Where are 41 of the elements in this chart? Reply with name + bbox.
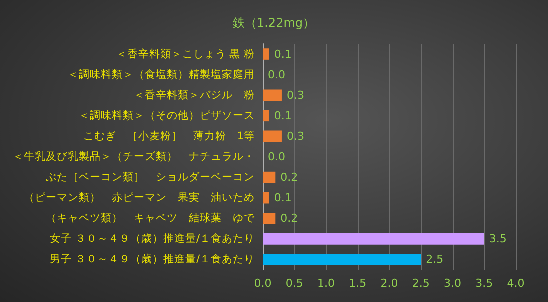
chart-title: 鉄（1.22mg）: [232, 16, 316, 30]
x-tick-label: 2.5: [412, 277, 430, 290]
bar: [263, 254, 422, 266]
x-tick-label: 4.0: [507, 277, 525, 290]
y-tick-label: こむぎ ［小麦粉］ 薄力粉 1等: [83, 129, 255, 142]
y-tick-label: ＜調味料類＞（食塩類）精製塩家庭用: [68, 68, 255, 81]
bar: [263, 192, 270, 204]
data-label: 0.2: [280, 212, 298, 226]
data-label: 0.1: [274, 192, 292, 205]
data-label: 0.3: [286, 88, 304, 102]
x-tick-label: 2.0: [380, 277, 398, 290]
x-tick-label: 1.0: [318, 277, 335, 290]
bar: [263, 90, 282, 102]
data-label: 0.0: [268, 150, 286, 164]
x-tick-label: 0.5: [286, 277, 304, 290]
data-label: 2.5: [426, 253, 444, 266]
y-tick-label: ＜牛乳及び乳製品＞（チーズ類） ナチュラル・: [13, 150, 255, 163]
y-tick-label: ＜香辛料類＞バジル 粉: [134, 88, 255, 102]
x-tick-label: 3.5: [476, 277, 494, 290]
y-tick-label: ＜調味料類＞（その他）ピザソース: [79, 108, 255, 122]
data-label: 0.3: [286, 130, 304, 143]
data-label: 0.2: [280, 171, 298, 184]
bar: [263, 234, 484, 245]
y-tick-label: （ピーマン類） 赤ピーマン 果実 油いため: [24, 191, 255, 204]
data-label: 0.1: [274, 48, 292, 61]
x-tick-label: 0.0: [254, 277, 272, 290]
data-label: 0.1: [274, 109, 292, 122]
bar: [263, 172, 276, 184]
bar: [263, 130, 282, 142]
bar: [263, 212, 276, 224]
data-label: 0.0: [268, 68, 286, 82]
x-tick-label: 3.0: [444, 277, 462, 290]
x-tick-label: 1.5: [349, 277, 367, 290]
y-tick-label: ＜香辛料類＞こしょう 黒 粉: [116, 47, 255, 60]
data-label: 3.5: [489, 232, 507, 246]
y-tick-label: 男子 ３０～４９（歳）推進量/１食あたり: [50, 252, 255, 266]
y-tick-label: ぶた［ベーコン類］ ショルダーベーコン: [46, 172, 255, 184]
bar: [263, 48, 270, 60]
y-tick-label: 女子 ３０～４９（歳）推進量/１食あたり: [50, 232, 255, 246]
bar: [263, 110, 270, 122]
y-tick-label: （キャベツ類） キャベツ 結球葉 ゆで: [46, 212, 256, 225]
